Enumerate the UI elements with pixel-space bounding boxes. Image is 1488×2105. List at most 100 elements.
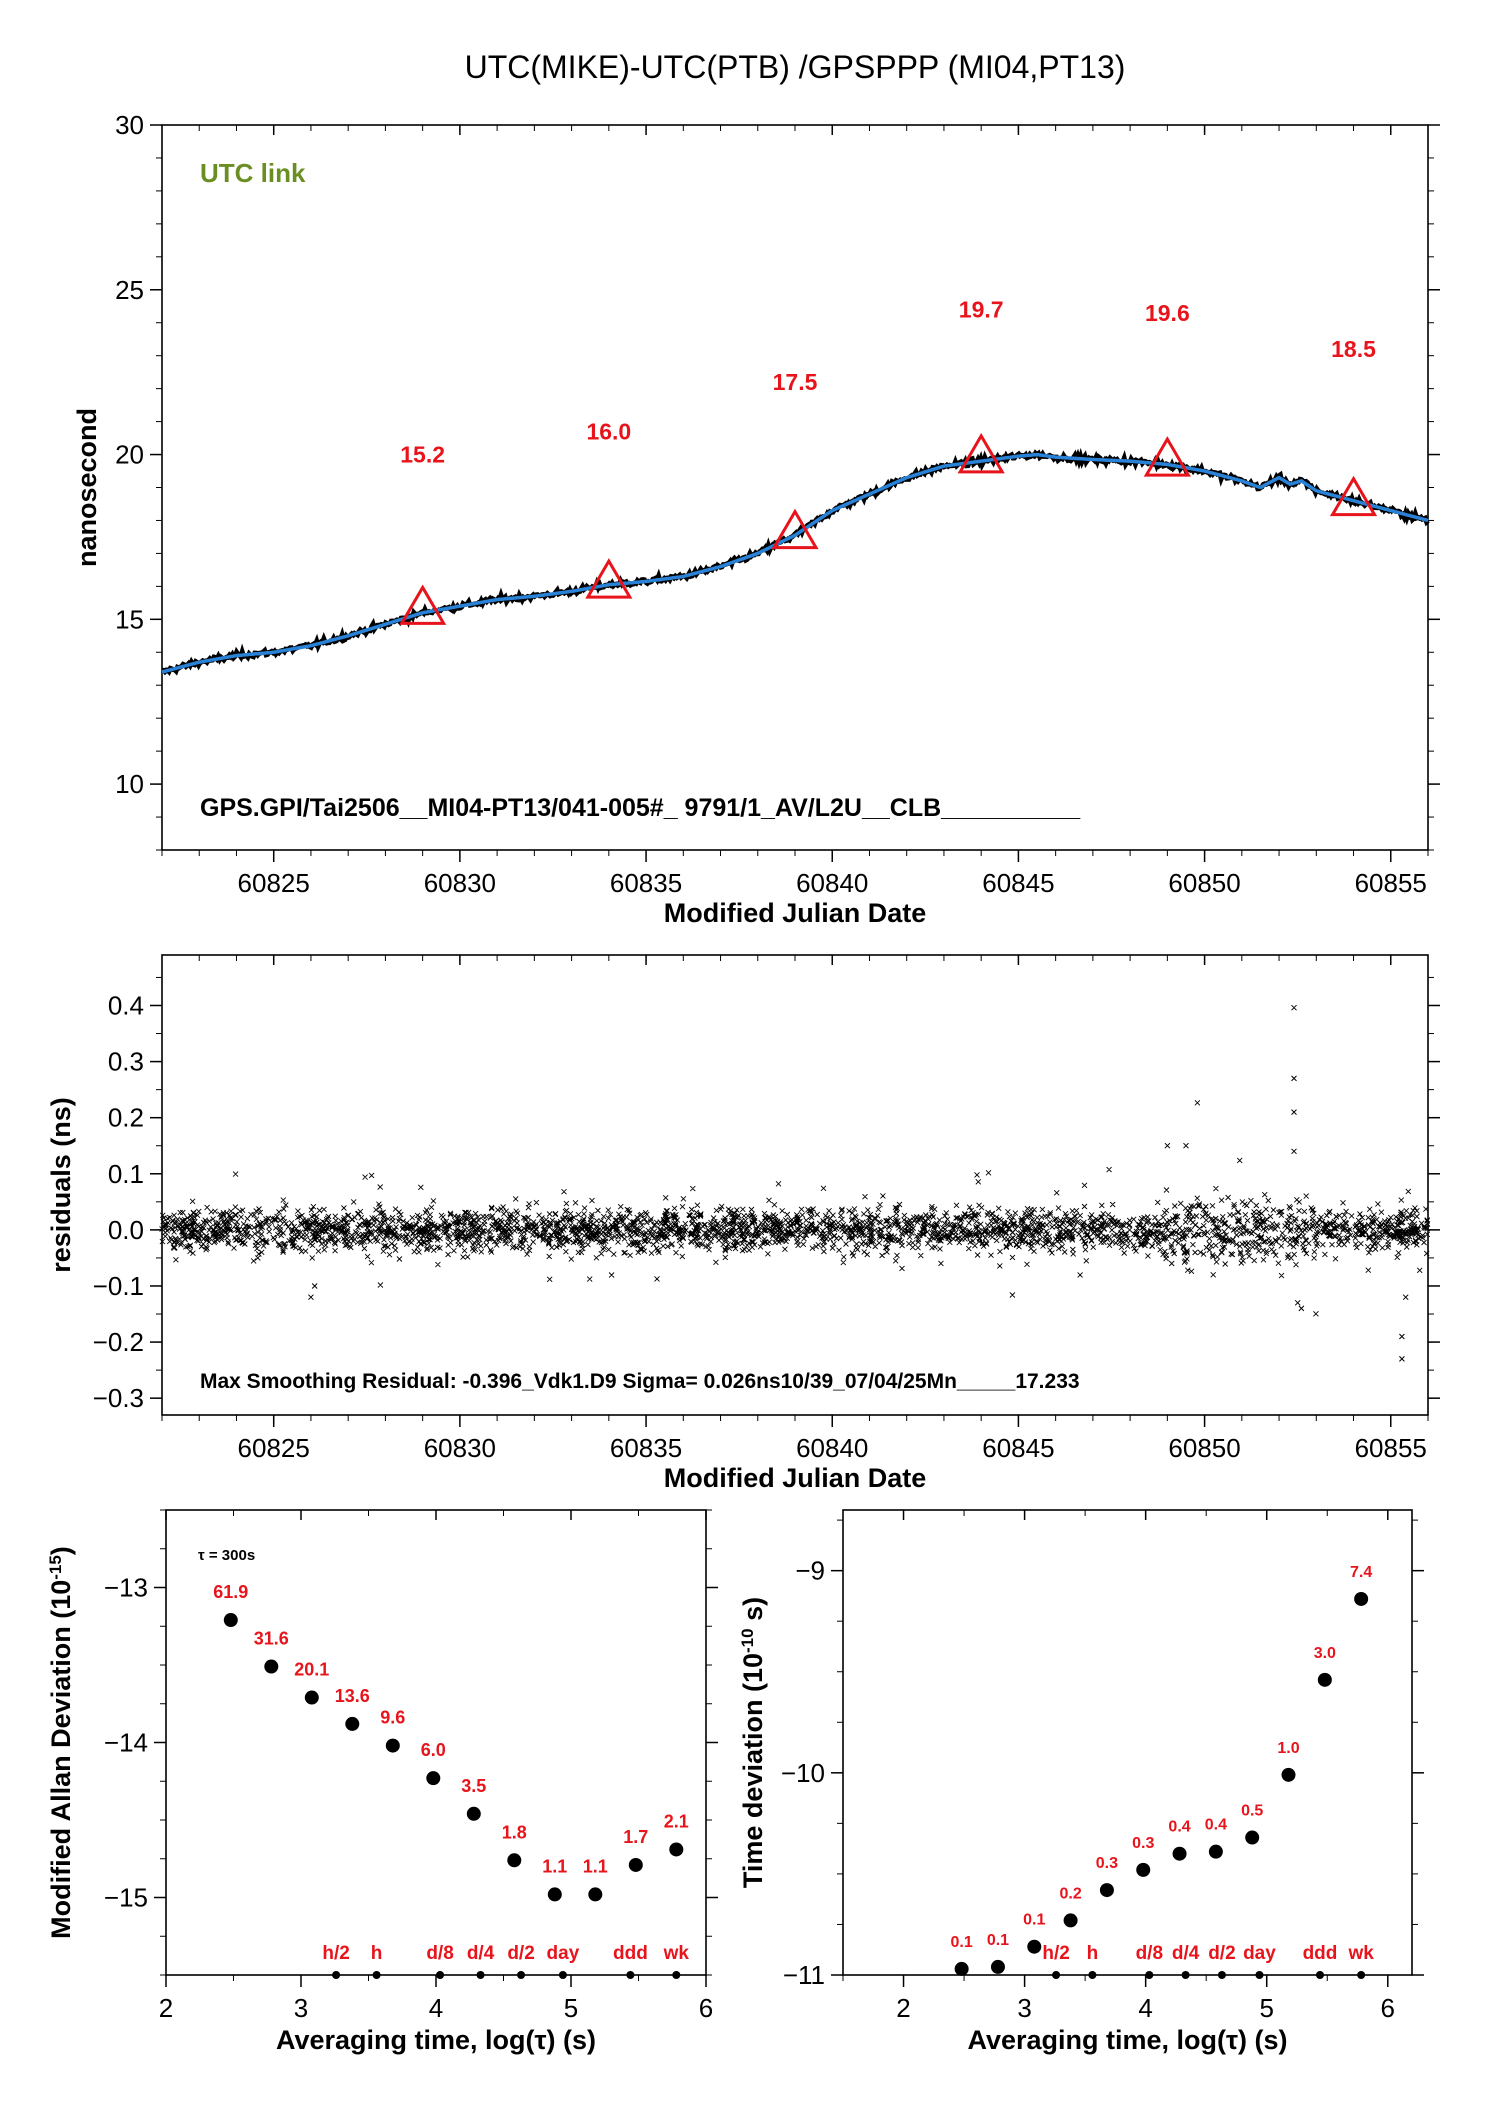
y-tick-label: −0.3 — [93, 1383, 144, 1413]
deviation-point — [304, 1690, 319, 1705]
smoothed-series-line — [161, 452, 1429, 674]
x-tick-label: 4 — [429, 1993, 443, 2023]
deviation-point — [466, 1806, 481, 1821]
deviation-value-label: 6.0 — [421, 1740, 446, 1760]
reference-point-label: h/2 — [1042, 1943, 1069, 1964]
reference-point — [372, 1971, 381, 1979]
reference-point — [1145, 1971, 1154, 1979]
deviation-value-label: 1.7 — [623, 1827, 648, 1847]
y-tick-label: −9 — [795, 1556, 825, 1586]
deviation-value-label: 7.4 — [1350, 1564, 1372, 1581]
y-axis-label: Time deviation (10-10 s) — [738, 1597, 769, 1888]
deviation-value-label: 13.6 — [335, 1686, 370, 1706]
y-tick-label: 10 — [115, 769, 144, 799]
reference-point — [517, 1971, 526, 1979]
reference-point-label: day — [547, 1943, 580, 1964]
deviation-value-label: 0.3 — [1096, 1855, 1118, 1872]
x-tick-label: 60850 — [1168, 868, 1240, 898]
plot-frame — [161, 954, 1429, 1416]
deviation-point — [628, 1857, 643, 1872]
x-tick-label: 60835 — [610, 1433, 682, 1463]
deviation-value-label: 0.5 — [1241, 1803, 1263, 1820]
reference-point — [672, 1971, 681, 1979]
x-tick-label: 60855 — [1355, 1433, 1427, 1463]
residual-points — [159, 1099, 1431, 1317]
deviation-point — [547, 1887, 562, 1902]
x-tick-label: 60830 — [424, 1433, 496, 1463]
reference-point — [1088, 1971, 1097, 1979]
x-axis-label: Averaging time, log(τ) (s) — [276, 2025, 596, 2055]
reference-point — [1181, 1971, 1190, 1979]
x-tick-label: 60840 — [796, 868, 868, 898]
reference-point-label: wk — [663, 1943, 690, 1964]
reference-point — [1357, 1971, 1366, 1979]
plot-frame — [161, 124, 1429, 851]
triangle-marker — [1329, 475, 1378, 517]
y-axis-label: nanosecond — [72, 408, 102, 567]
x-tick-label: 60845 — [982, 868, 1054, 898]
deviation-point — [1317, 1672, 1332, 1687]
reference-point-label: h — [371, 1943, 383, 1964]
deviation-value-label: 0.2 — [1059, 1885, 1081, 1902]
residual-outlier-points — [308, 1004, 1409, 1362]
x-tick-label: 5 — [564, 1993, 578, 2023]
x-tick-label: 60825 — [238, 1433, 310, 1463]
y-tick-label: −11 — [783, 1960, 825, 1990]
reference-point — [1315, 1971, 1324, 1979]
y-tick-label: 20 — [115, 440, 144, 470]
raw-data-trace — [161, 447, 1430, 676]
deviation-value-label: 0.4 — [1205, 1817, 1227, 1834]
x-tick-label: 3 — [294, 1993, 308, 2023]
y-tick-label: 15 — [115, 604, 144, 634]
reference-point — [332, 1971, 341, 1979]
residuals-panel: 60825 60830 60835 60840 60845 60850 60855 −0.3 −… — [46, 954, 1440, 1493]
tau-annotation: τ = 300s — [198, 1547, 255, 1564]
time-deviation-panel: 2 3 4 5 6 −11 −10 −9 Averaging time, log(τ) (s) T… — [738, 1509, 1424, 2055]
deviation-value-label: 0.4 — [1168, 1819, 1190, 1836]
deviation-point — [1099, 1883, 1114, 1898]
marker-value-label: 15.2 — [400, 442, 445, 468]
deviation-point — [669, 1842, 684, 1857]
deviation-point — [345, 1716, 360, 1731]
reference-point-label: d/2 — [1208, 1943, 1235, 1964]
x-tick-label: 6 — [699, 1993, 713, 2023]
marker-value-label: 18.5 — [1331, 336, 1376, 362]
reference-point — [626, 1971, 635, 1979]
y-axis-label: residuals (ns) — [46, 1097, 76, 1273]
deviation-value-label: 0.1 — [1023, 1912, 1045, 1929]
deviation-point — [1245, 1830, 1260, 1845]
reference-point-label: d/8 — [1136, 1943, 1163, 1964]
deviation-value-label: 20.1 — [294, 1660, 329, 1680]
figure-title: UTC(MIKE)-UTC(PTB) /GPSPPP (MI04,PT13) — [465, 49, 1126, 85]
deviation-value-label: 31.6 — [254, 1629, 289, 1649]
reference-point — [1052, 1971, 1061, 1979]
deviation-value-label: 1.1 — [583, 1856, 608, 1876]
x-tick-label: 4 — [1138, 1993, 1152, 2023]
y-tick-label: −10 — [781, 1758, 825, 1788]
triangle-marker — [399, 584, 447, 625]
deviation-value-label: 1.1 — [542, 1856, 567, 1876]
x-tick-label: 60850 — [1168, 1433, 1240, 1463]
x-tick-label: 6 — [1381, 1993, 1395, 2023]
deviation-value-label: 3.0 — [1314, 1645, 1336, 1662]
triangle-marker — [1143, 436, 1191, 477]
y-tick-label: 0.2 — [108, 1103, 144, 1133]
file-info-label: GPS.GPI/Tai2506__MI04-PT13/041-005#_ 979… — [200, 794, 1081, 822]
deviation-value-label: 9.6 — [380, 1708, 405, 1728]
y-tick-label: 0.4 — [108, 990, 144, 1020]
y-tick-label: 0.3 — [108, 1047, 144, 1077]
deviation-point — [1281, 1767, 1296, 1782]
y-tick-label: −13 — [104, 1573, 148, 1603]
reference-point — [1255, 1971, 1264, 1979]
triangle-marker — [957, 432, 1005, 474]
reference-point-label: d/4 — [1172, 1943, 1200, 1964]
marker-value-label: 19.6 — [1145, 300, 1190, 326]
deviation-point — [507, 1853, 522, 1868]
y-tick-label: 0.1 — [108, 1159, 144, 1189]
x-tick-label: 60855 — [1355, 868, 1427, 898]
marker-value-label: 16.0 — [586, 418, 631, 444]
deviation-value-label: 61.9 — [213, 1582, 248, 1602]
allan-deviation-panel: 2 3 4 5 6 −15 −14 −13 Averaging time, log(τ) (s)… — [46, 1509, 718, 2055]
deviation-point — [1172, 1846, 1187, 1861]
